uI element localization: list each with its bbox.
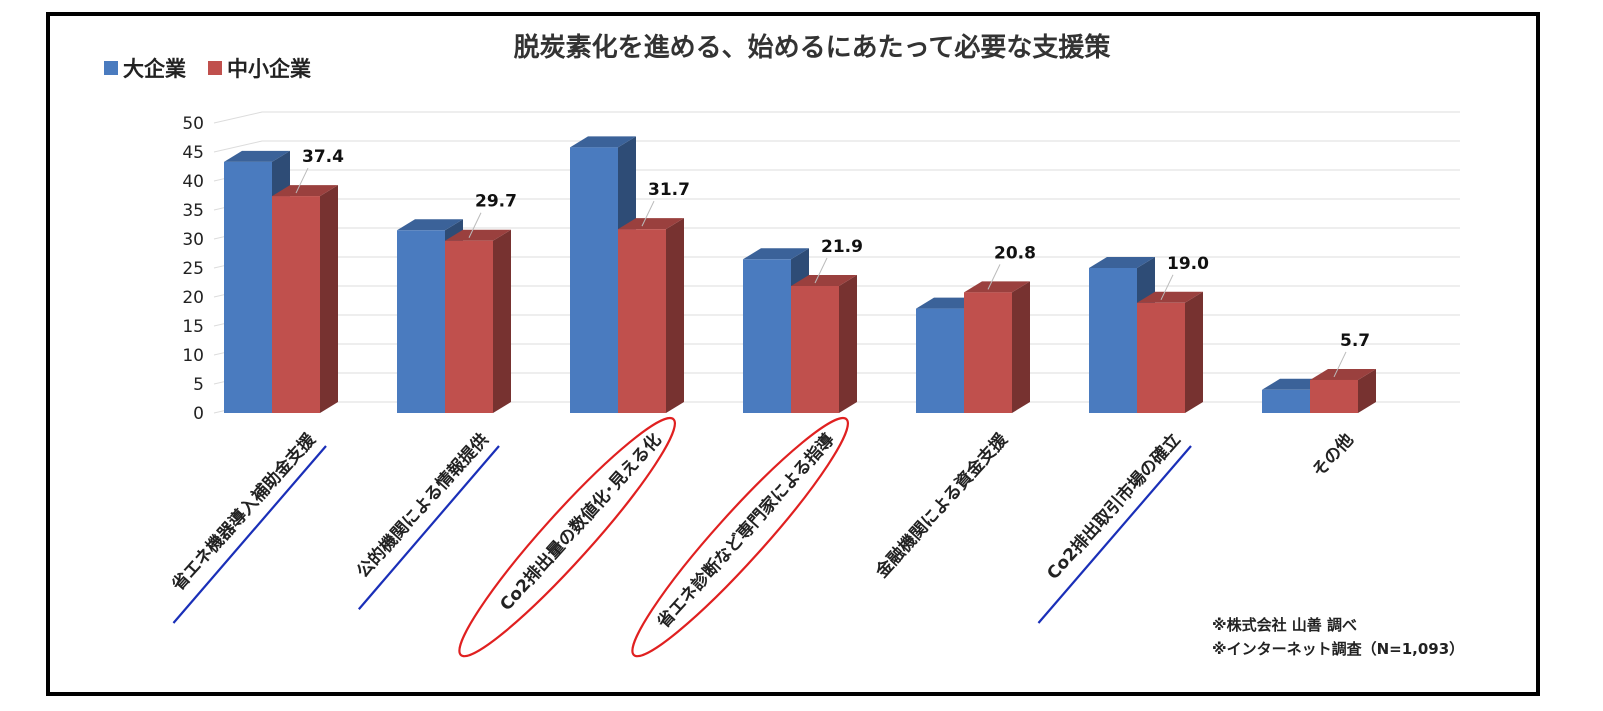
gridline [213,169,1460,182]
y-tick-label: 35 [182,201,204,221]
bar-top [1137,291,1203,303]
bar [618,218,684,413]
bar-front [397,230,445,413]
bar-front [224,161,272,413]
data-label: 31.7 [648,180,690,200]
bar-side [493,229,511,413]
y-axis: 0 5 10 15 20 25 30 35 40 45 50 [182,114,204,424]
bar-side [1358,368,1376,413]
bar-top [224,150,290,162]
data-labels: 37.4 29.7 31.7 21.9 20.8 19.0 5.7 [295,147,1370,378]
category-label: Co2排出取引市場の確立 [1043,429,1185,583]
bar-front [916,308,964,413]
bar-front [570,147,618,414]
data-label-leader [987,264,1001,290]
y-tick-label: 0 [193,404,204,424]
bar-front [1310,379,1358,413]
bar-side [1185,291,1203,413]
bar-front [1262,389,1310,413]
bar-side [1012,281,1030,413]
bar-top [964,281,1030,293]
gridline [213,140,1460,153]
bar-top [272,185,338,197]
y-tick-label: 50 [182,114,204,134]
bar [272,185,338,413]
data-label: 29.7 [475,192,517,212]
y-tick-label: 10 [182,346,204,366]
chart-title: 脱炭素化を進める、始めるにあたって必要な支援策 [514,32,1111,63]
category-label: 公的機関による情報提供 [352,429,492,582]
category-label: 省エネ診断など専門家による指導 [652,429,839,633]
legend-label-large: 大企業 [123,57,187,81]
legend: 大企業 中小企業 [104,57,312,81]
y-tick-label: 45 [182,143,204,163]
legend-label-small-medium: 中小企業 [227,57,312,81]
data-label-leader [1160,274,1174,301]
bar-top [397,219,463,231]
data-label-leader [814,257,828,284]
bar-front [272,196,320,413]
bar-top [618,218,684,230]
bar-top [743,248,809,260]
bar-front [618,229,666,413]
y-tick-label: 40 [182,172,204,192]
bar-top [1089,257,1155,268]
emphasis-circle [458,416,676,658]
bar [1137,291,1203,413]
category-label: 省エネ機器導入補助金支援 [167,429,320,596]
category-label: 金融機関による資金支援 [871,429,1013,583]
bar-top [791,274,857,286]
bar-front [743,259,791,413]
legend-swatch-large [104,61,118,75]
data-label-leader [468,212,482,238]
chart-frame: 脱炭素化を進める、始めるにあたって必要な支援策 大企業 中小企業 0 5 10 15 2… [46,12,1540,696]
emphasis-underline [357,445,500,610]
bar-side [666,218,684,413]
bar-top [1310,368,1376,380]
bar-front [791,285,839,413]
bar-top [445,229,511,241]
bar-top [570,136,636,148]
y-tick-label: 30 [182,230,204,250]
data-label: 21.9 [821,237,863,257]
y-tick-label: 5 [193,375,204,395]
y-tick-label: 25 [182,259,204,279]
category-label: その他 [1308,429,1358,481]
category-labels: 省エネ機器導入補助金支援 公的機関による情報提供 Co2排出量の数値化･見える化省エ… [167,416,1358,658]
bar [791,274,857,413]
emphasis-underline [1037,445,1192,624]
data-label: 20.8 [994,243,1036,263]
data-label-leader [295,167,309,194]
emphasis-underline [172,445,327,624]
gridline [213,198,1460,211]
y-tick-label: 15 [182,317,204,337]
data-label-leader [641,200,655,227]
bar-front [1089,268,1137,413]
bar [1310,368,1376,413]
y-tick-label: 20 [182,288,204,308]
bars [224,136,1376,414]
survey-note: ※インターネット調査（N=1,093） [1212,640,1464,658]
bar [964,281,1030,413]
bar-side [839,274,857,413]
bar-front [964,292,1012,413]
data-label: 5.7 [1340,331,1370,351]
bar [445,229,511,413]
emphasis-circle [631,416,849,658]
category-label: Co2排出量の数値化･見える化 [496,429,666,615]
data-label: 19.0 [1167,254,1209,274]
bar-side [320,185,338,413]
source-note: ※株式会社 山善 調べ [1212,616,1357,634]
data-label-leader [1333,351,1347,378]
data-label: 37.4 [302,147,344,167]
bar-front [1137,302,1185,413]
legend-swatch-small-medium [208,61,222,75]
gridline [213,111,1460,124]
bar-front [445,240,493,413]
bar-chart: 脱炭素化を進める、始めるにあたって必要な支援策 大企業 中小企業 0 5 10 15 2… [104,32,1464,658]
